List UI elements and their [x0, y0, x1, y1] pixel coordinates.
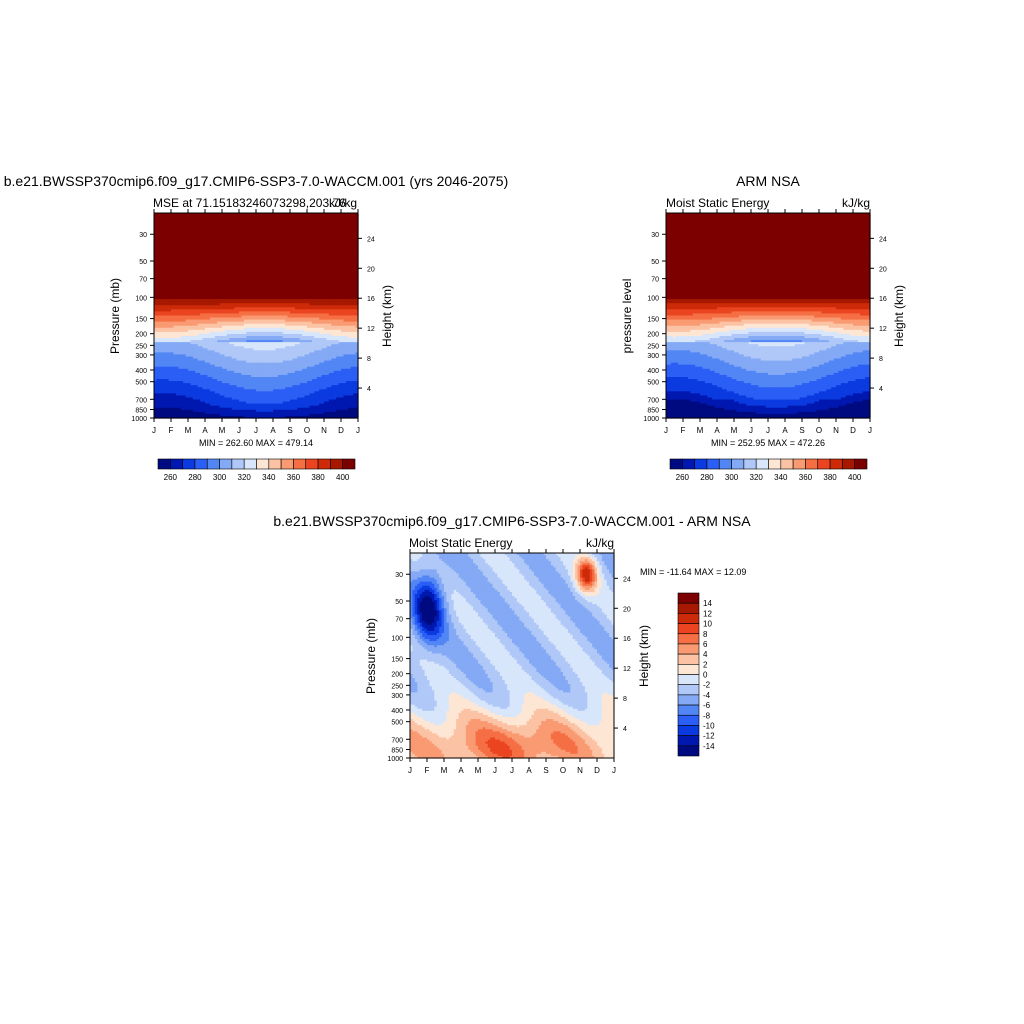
- y2-axis-label: Height (km): [380, 285, 394, 347]
- plot-area: J F M A M J J A S O N D J305070100150200250300400500…: [131, 209, 374, 435]
- units-label: kJ/kg: [329, 196, 357, 210]
- y-axis-label: Pressure (mb): [108, 278, 122, 354]
- variable-label: MSE at 71.15183246073298,203.76: [153, 196, 346, 210]
- min-max-stats: MIN = 262.60 MAX = 479.14: [199, 438, 313, 448]
- panel-title: b.e21.BWSSP370cmip6.f09_g17.CMIP6-SSP3-7…: [4, 173, 509, 189]
- panel-model: b.e21.BWSSP370cmip6.f09_g17.CMIP6-SSP3-7…: [4, 173, 509, 482]
